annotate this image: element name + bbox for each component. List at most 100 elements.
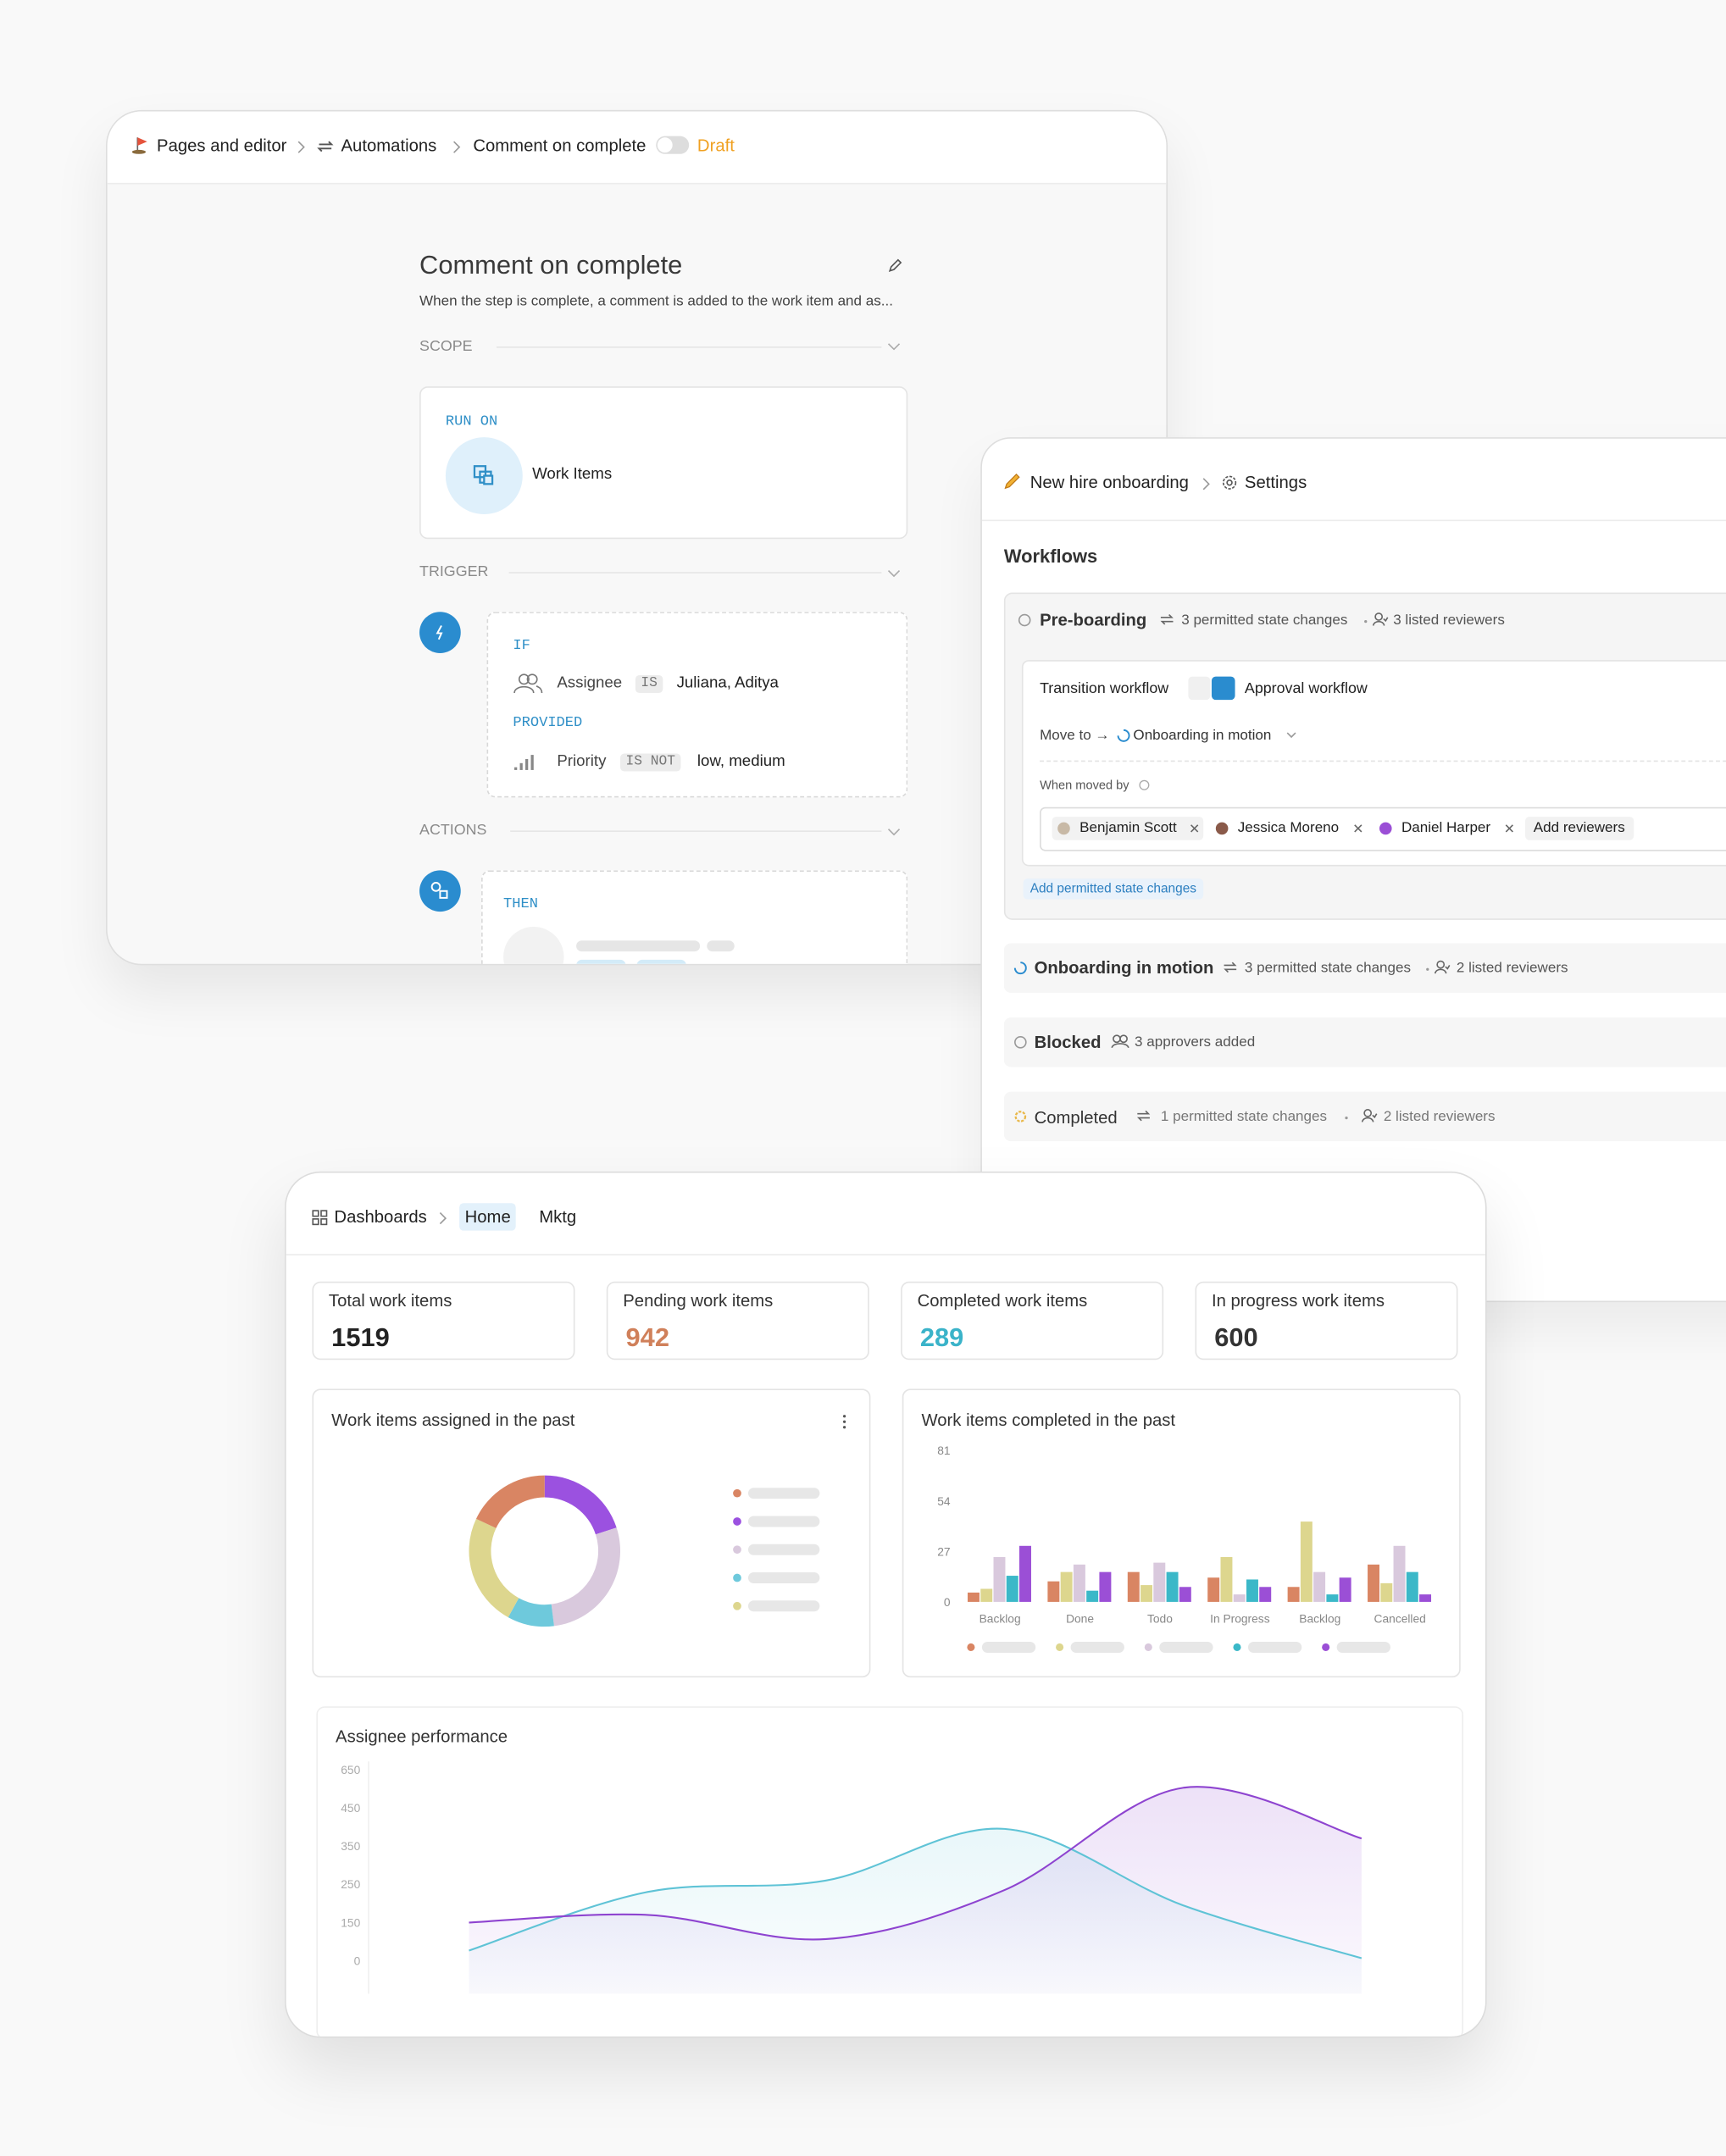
action-card: THEN [481, 870, 908, 964]
separator [1426, 967, 1429, 971]
breadcrumb[interactable]: Settings [1244, 473, 1307, 493]
separator [1345, 1116, 1348, 1120]
bar [1313, 1571, 1326, 1602]
chevron [1202, 478, 1210, 491]
legend-placeholder [747, 1572, 820, 1583]
section-label: SCOPE [419, 338, 473, 355]
add-link[interactable]: Add permitted state changes [1023, 878, 1204, 900]
value: Work Items [532, 466, 613, 483]
target-state[interactable]: Onboarding in motion [1133, 727, 1272, 745]
chevron-down[interactable] [887, 826, 901, 837]
edit-icon[interactable] [887, 258, 903, 274]
legend-swatch [967, 1643, 975, 1652]
tab-icon[interactable] [1188, 676, 1211, 701]
pie-slice [551, 1527, 621, 1627]
x-tick-label: In Progress [1210, 1612, 1270, 1625]
state-row[interactable]: Completed 1 permitted state changes 2 li… [1003, 1091, 1726, 1142]
stat-card: Total work items 1519 [312, 1281, 575, 1361]
state-block: Pre-boarding 3 permitted state changes 3… [1003, 592, 1726, 920]
legend-placeholder [747, 1488, 820, 1499]
bar [980, 1588, 993, 1602]
chevron-down[interactable] [1286, 731, 1297, 740]
toggle[interactable] [656, 136, 690, 154]
stat-value: 289 [919, 1324, 964, 1354]
operator: IS NOT [620, 753, 681, 772]
legend-placeholder [1159, 1641, 1213, 1653]
state-name[interactable]: Pre-boarding [1040, 610, 1147, 630]
divider [510, 830, 882, 832]
legend-swatch [1322, 1643, 1330, 1652]
y-tick-label: 54 [937, 1495, 951, 1508]
remove-icon[interactable] [1353, 823, 1362, 833]
bar [1259, 1587, 1272, 1602]
breadcrumb[interactable]: Dashboards [334, 1207, 427, 1227]
legend-swatch [1144, 1643, 1152, 1652]
tab-icon-active[interactable] [1211, 676, 1235, 701]
gear-icon [1222, 475, 1237, 490]
label: RUN ON [445, 413, 498, 431]
chevron [439, 1212, 447, 1225]
menu-icon[interactable] [841, 1414, 846, 1430]
plot [469, 1786, 1362, 1994]
add-reviewers[interactable]: Add reviewers [1525, 817, 1634, 840]
section-title: Workflows [1003, 546, 1098, 567]
legend-placeholder [981, 1641, 1036, 1653]
tab[interactable]: Mktg [539, 1207, 577, 1227]
reviewers-input[interactable]: Benjamin Scott Jessica Moreno Daniel Har… [1040, 806, 1726, 851]
state-row[interactable]: Onboarding in motion 3 permitted state c… [1003, 943, 1726, 993]
detail: 3 listed reviewers [1393, 612, 1505, 629]
avatar [1057, 822, 1070, 835]
state-name: Completed [1034, 1108, 1118, 1128]
chevron-down[interactable] [887, 568, 901, 579]
tab-active[interactable]: Home [459, 1203, 517, 1231]
bar [1287, 1587, 1300, 1602]
placeholder [707, 940, 735, 952]
value: Juliana, Aditya [676, 674, 779, 692]
avatar [1379, 822, 1392, 835]
tab[interactable]: Approval workflow [1244, 680, 1368, 697]
automation-icon [317, 141, 334, 152]
breadcrumb[interactable]: Automations [341, 136, 437, 156]
remove-icon[interactable] [1505, 823, 1514, 833]
breadcrumb[interactable]: Comment on complete [473, 136, 647, 156]
chart-card: Work items assigned in the past [312, 1388, 871, 1678]
chevron-down[interactable] [887, 341, 901, 352]
detail: 3 permitted state changes [1181, 612, 1348, 629]
bar [967, 1592, 980, 1602]
field: Assignee [557, 674, 623, 692]
stat-value: 942 [625, 1324, 669, 1354]
stat-card: Completed work items 289 [901, 1281, 1164, 1361]
stat-value: 600 [1214, 1324, 1258, 1354]
breadcrumb[interactable]: Pages and editor [157, 136, 287, 156]
bar [1019, 1545, 1031, 1602]
breadcrumb[interactable]: New hire onboarding [1029, 473, 1189, 493]
transition-icon [1136, 1110, 1151, 1122]
bar [1368, 1564, 1379, 1602]
chart-title: Assignee performance [336, 1726, 508, 1747]
line [469, 1827, 1362, 1959]
trigger-icon [419, 612, 461, 653]
divider [508, 572, 882, 574]
area-fill [469, 1787, 1362, 1994]
run-on-card: RUN ON Work Items [419, 386, 908, 540]
approver-icon [1111, 1034, 1129, 1049]
stat-label: In progress work items [1211, 1291, 1385, 1311]
detail: 2 listed reviewers [1383, 1108, 1496, 1125]
reviewer: Benjamin Scott [1079, 819, 1177, 836]
legend-swatch [733, 1517, 741, 1526]
label: When moved by [1040, 778, 1129, 792]
label: THEN [503, 896, 538, 913]
state-row[interactable]: Blocked 3 approvers added [1003, 1017, 1726, 1067]
transition-card: Transition workflow Approval workflow Mo… [1021, 660, 1726, 867]
header [107, 111, 1167, 185]
bar [1166, 1571, 1179, 1602]
remove-icon[interactable] [1190, 823, 1199, 833]
title: Comment on complete [419, 252, 683, 281]
bar [1006, 1576, 1018, 1602]
reviewer-icon [1372, 612, 1389, 626]
state-icon [1018, 613, 1031, 627]
legend-placeholder [1070, 1641, 1124, 1653]
tab[interactable]: Transition workflow [1040, 680, 1169, 697]
